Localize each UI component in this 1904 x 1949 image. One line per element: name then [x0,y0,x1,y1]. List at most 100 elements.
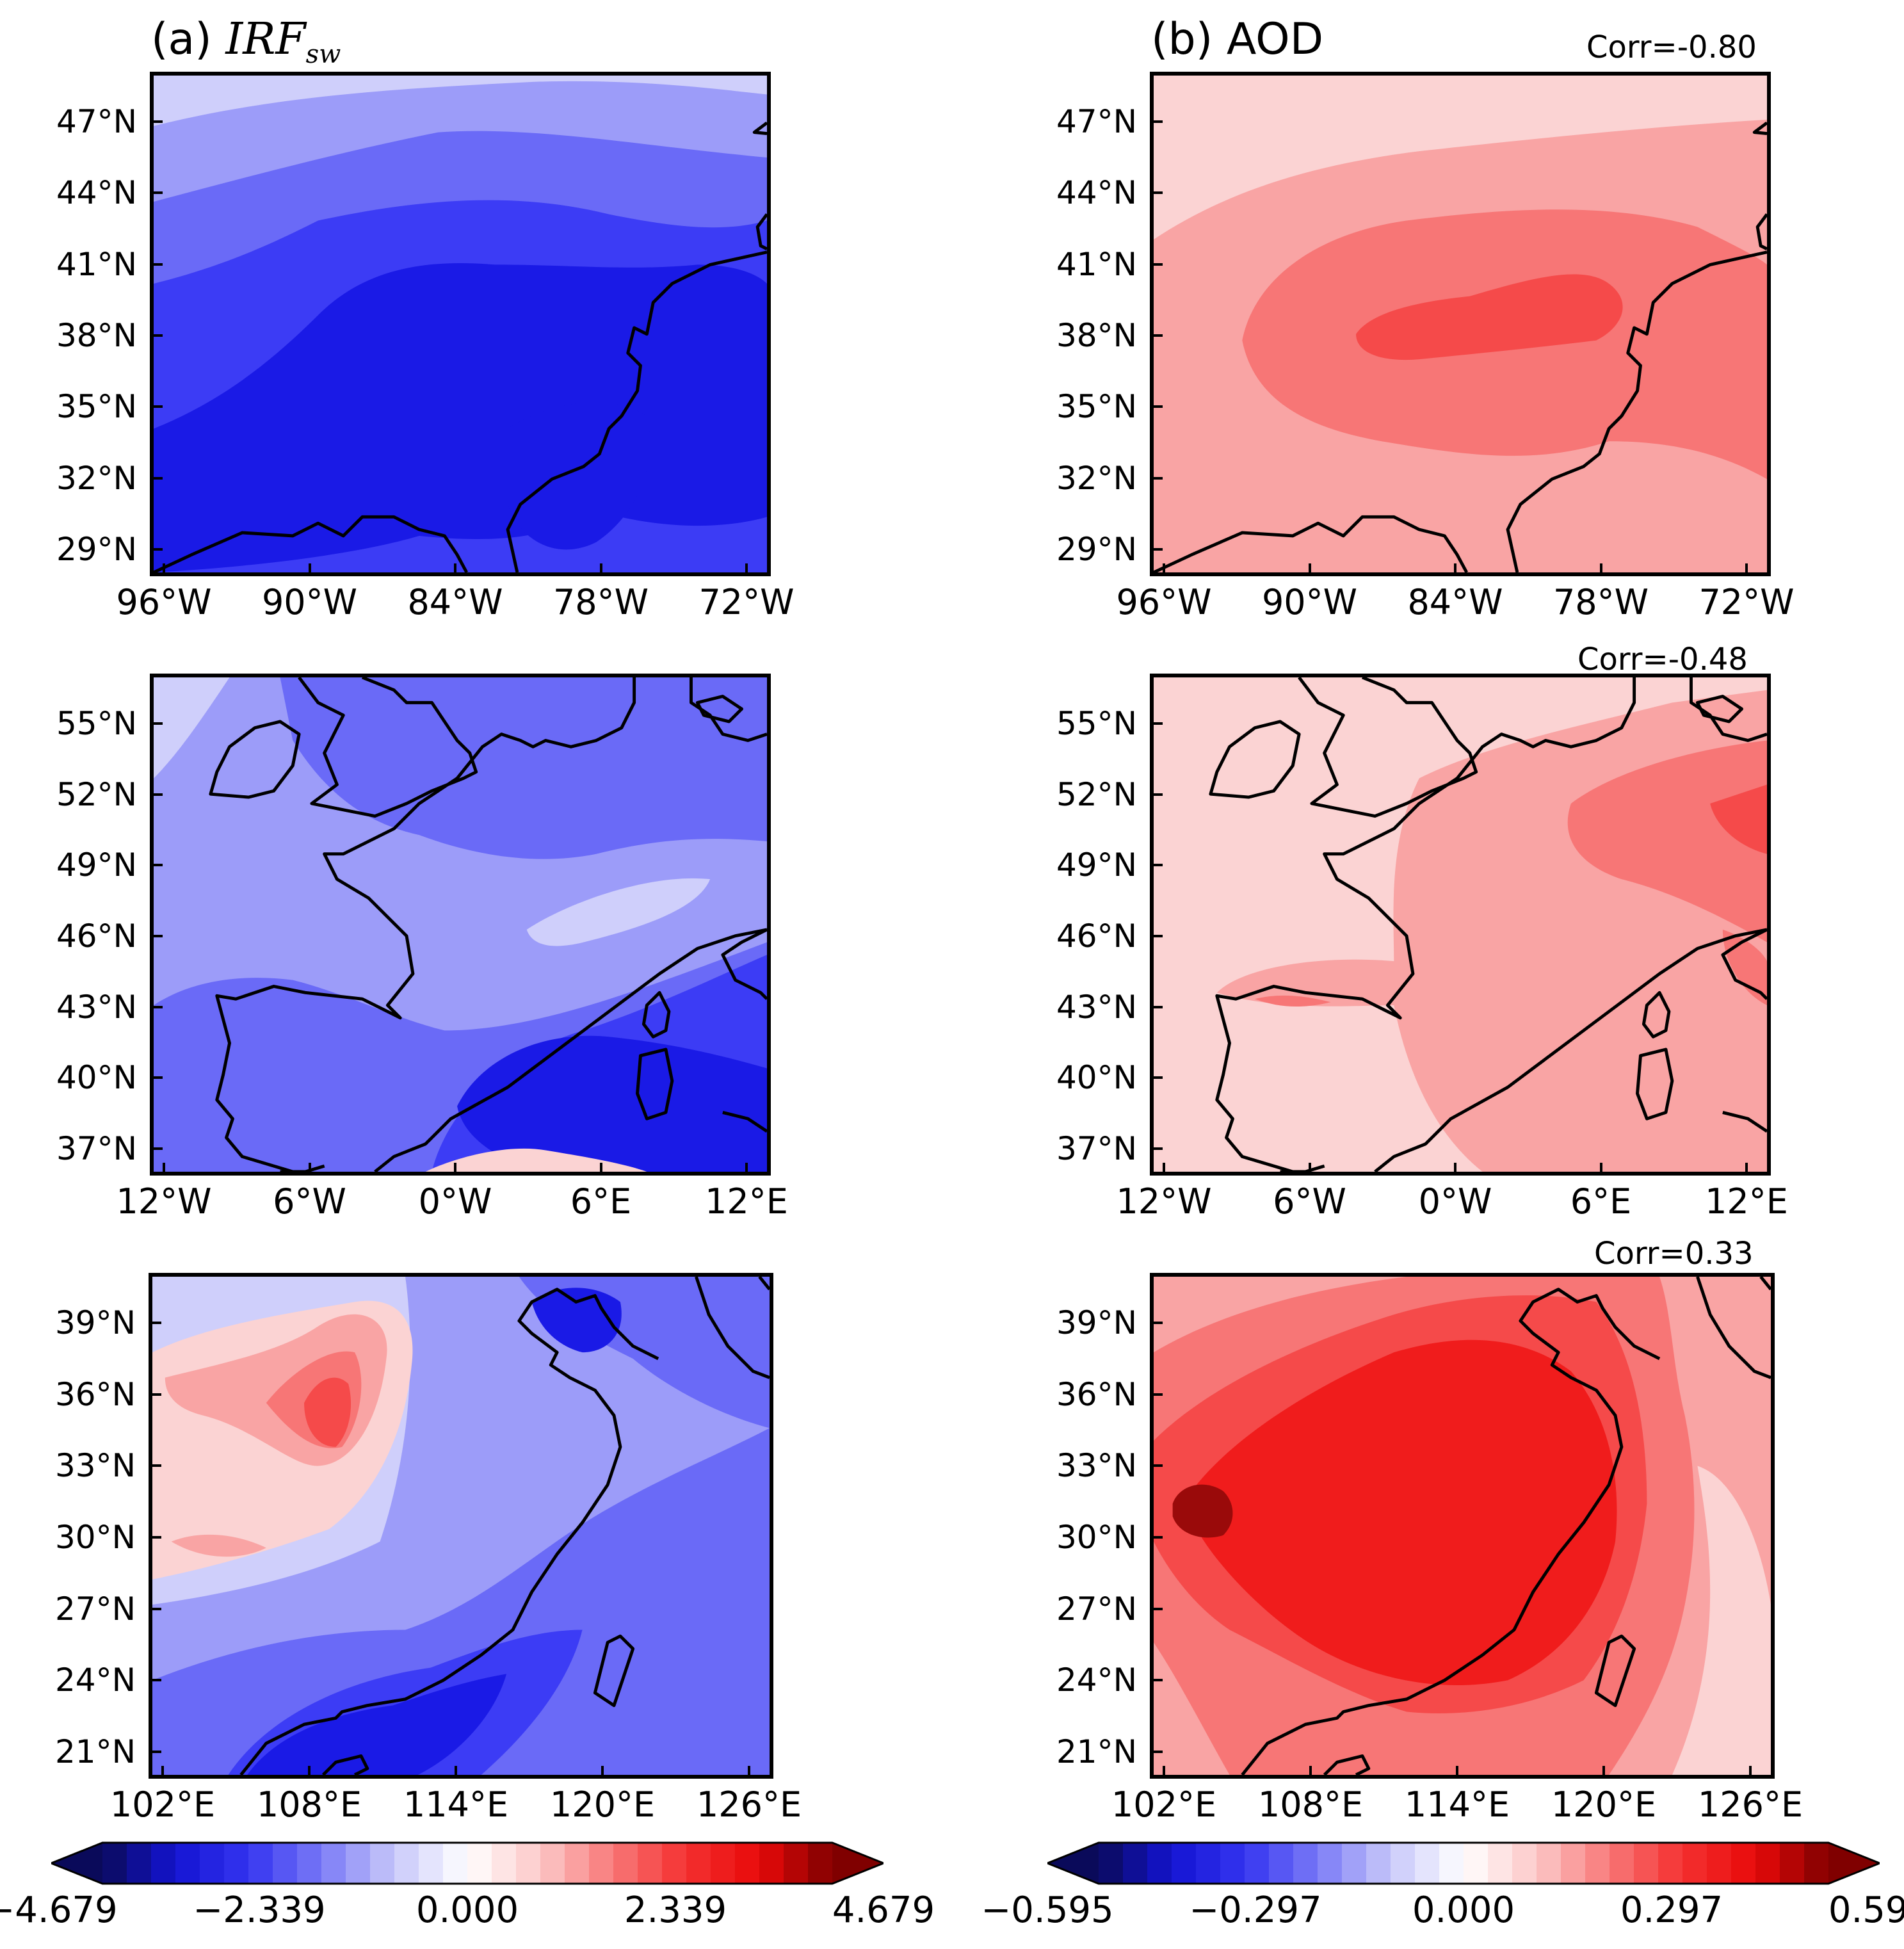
lat-tick-label: 35°N [56,388,137,426]
lat-tick-mark [152,1607,161,1610]
coastline-north [752,121,767,251]
lat-tick-mark [1154,263,1163,266]
colorbar-segment [759,1843,784,1884]
lon-tick-label: 6°W [273,1181,346,1222]
lat-tick-label: 52°N [56,775,137,813]
lon-tick-label: 78°W [553,582,649,622]
lat-tick-mark [1154,1076,1163,1080]
lat-tick-label: 38°N [56,317,137,354]
lat-tick-mark [1154,1393,1163,1396]
lon-tick-mark [1163,563,1165,572]
lon-tick-label: 84°W [1407,582,1503,622]
colorbar-segment [1196,1843,1221,1884]
lon-tick-label: 114°E [403,1784,509,1825]
colorbar-tick-label: 0.000 [1412,1889,1515,1931]
colorbar-segment [1269,1843,1294,1884]
lat-tick-label: 39°N [54,1304,136,1341]
colorbar-segment [467,1843,492,1884]
lat-tick-label: 46°N [56,918,137,955]
lon-tick-label: 78°W [1553,582,1649,622]
lat-tick-mark [152,1536,161,1539]
colorbar-segment [1512,1843,1537,1884]
colorbar-segment [175,1843,200,1884]
lat-tick-mark [154,1076,163,1080]
colorbar-segment [638,1843,663,1884]
coastline-eu-aod [1209,677,1767,1172]
lon-tick-mark [1599,1163,1602,1172]
lon-tick-label: 114°E [1404,1784,1510,1825]
aod-eu-level-pos2 [1567,740,1767,942]
lat-tick-label: 40°N [1056,1059,1137,1097]
colorbar-segment [1245,1843,1270,1884]
colorbar-aod [1047,1841,1880,1885]
coastline-atlantic [506,250,767,572]
lat-tick-label: 32°N [1056,459,1137,497]
coastline-hainan [321,1754,369,1775]
colorbar-segment [297,1843,322,1884]
corr-label-row2: Corr=-0.48 [1577,642,1748,677]
colorbar-segment [1780,1843,1805,1884]
coastline-cn-irf [239,1277,770,1775]
colorbar-tick-label: 4.679 [832,1889,935,1931]
coastline-us-irf [154,121,767,572]
lon-tick-label: 108°E [256,1784,362,1825]
lat-tick-mark [154,191,163,195]
lon-tick-label: 90°W [261,582,358,622]
lon-tick-mark [1163,1766,1165,1775]
lat-tick-label: 36°N [1056,1375,1137,1413]
coastline-cn-aod [1241,1277,1771,1775]
lat-tick-label: 29°N [56,531,137,568]
lon-tick-label: 6°W [1273,1181,1346,1222]
coastline-italy [721,928,767,1133]
colorbar-segment [1561,1843,1586,1884]
coastline-ireland-b [1209,720,1301,799]
colorbar-segment [1293,1843,1318,1884]
colorbar-segment [613,1843,638,1884]
colorbar-segment [711,1843,736,1884]
lat-tick-label: 21°N [54,1733,136,1770]
colorbar-segment [1658,1843,1683,1884]
lat-tick-mark [154,1147,163,1150]
lat-tick-mark [154,548,163,551]
title-b-main: AOD [1226,14,1324,65]
coastline-taiwan-b [1594,1634,1636,1708]
aod-level-pos3 [1356,274,1623,360]
irf-cn-level-pos3 [304,1377,351,1447]
colorbar-segment [224,1843,249,1884]
lat-tick-mark [154,476,163,480]
lon-tick-label: 12°E [705,1181,788,1222]
lat-tick-label: 55°N [56,705,137,742]
aod-cn-level-pos5 [1172,1484,1233,1538]
lon-tick-label: 102°E [109,1784,216,1825]
colorbar-segment [1804,1843,1829,1884]
colorbar-tick-label: 0.297 [1620,1889,1723,1931]
lat-tick-label: 41°N [56,245,137,283]
aod-field-eu [1154,677,1767,1172]
lon-tick-mark [599,563,602,572]
lon-tick-mark [1309,1766,1312,1775]
aod-field-us [1154,76,1767,572]
lon-tick-mark [455,1766,457,1775]
lon-tick-mark [454,1163,456,1172]
lat-tick-mark [1154,548,1163,551]
map-panel-eu-aod [1150,674,1771,1176]
lat-tick-label: 52°N [1056,775,1137,813]
lat-tick-mark [154,405,163,408]
coastline-us-aod [1154,121,1767,572]
lat-tick-mark [1154,1322,1163,1324]
lat-tick-label: 43°N [56,988,137,1026]
lat-tick-label: 39°N [1056,1304,1137,1341]
lon-tick-mark [745,563,748,572]
colorbar-segment [1147,1843,1172,1884]
lon-tick-mark [1745,1163,1748,1172]
lat-tick-label: 37°N [56,1130,137,1167]
colorbar-segment [394,1843,419,1884]
irf-cn-level-neg4 [247,1674,507,1775]
colorbar-segment [443,1843,468,1884]
lon-tick-mark [308,1766,311,1775]
coastline-corsica-b [1642,991,1671,1039]
lon-tick-mark [1454,1163,1456,1172]
lat-tick-label: 30°N [1056,1519,1137,1556]
colorbar-segment [808,1843,833,1884]
lon-tick-label: 90°W [1261,582,1358,622]
